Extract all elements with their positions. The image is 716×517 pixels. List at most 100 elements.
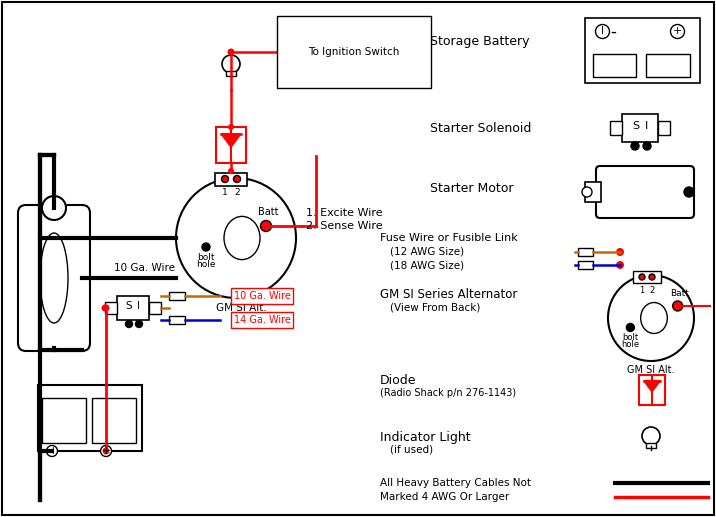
Polygon shape bbox=[644, 381, 660, 392]
Bar bbox=[646, 54, 690, 77]
Bar bbox=[578, 261, 593, 269]
Circle shape bbox=[672, 301, 682, 311]
Circle shape bbox=[631, 142, 639, 150]
Circle shape bbox=[228, 49, 235, 55]
Circle shape bbox=[261, 220, 271, 232]
Bar bbox=[593, 54, 636, 77]
Text: I: I bbox=[137, 301, 140, 311]
Circle shape bbox=[100, 446, 112, 457]
Text: Fuse Wire or Fusible Link: Fuse Wire or Fusible Link bbox=[380, 233, 518, 243]
Circle shape bbox=[616, 248, 624, 256]
Bar bbox=[169, 292, 185, 300]
Bar bbox=[216, 127, 246, 163]
Circle shape bbox=[228, 124, 234, 130]
Circle shape bbox=[102, 448, 110, 454]
Bar bbox=[226, 71, 236, 75]
FancyBboxPatch shape bbox=[596, 166, 694, 218]
Text: I: I bbox=[644, 121, 648, 131]
Circle shape bbox=[102, 305, 109, 312]
Text: Storage Battery: Storage Battery bbox=[430, 36, 530, 49]
Bar bbox=[633, 271, 661, 283]
Text: 1: 1 bbox=[639, 286, 644, 295]
Text: All Heavy Battery Cables Not: All Heavy Battery Cables Not bbox=[380, 478, 531, 488]
Circle shape bbox=[582, 187, 592, 197]
Circle shape bbox=[233, 175, 241, 183]
Circle shape bbox=[125, 321, 132, 327]
Bar bbox=[38, 385, 142, 451]
Ellipse shape bbox=[641, 302, 667, 333]
Bar bbox=[639, 375, 664, 405]
Text: Starter Motor: Starter Motor bbox=[430, 181, 513, 194]
Text: 1: 1 bbox=[222, 188, 228, 197]
Text: 2: 2 bbox=[234, 188, 240, 197]
Text: GM SI Alt.: GM SI Alt. bbox=[627, 365, 674, 375]
Circle shape bbox=[228, 168, 234, 174]
Text: Batt: Batt bbox=[258, 207, 279, 217]
Circle shape bbox=[642, 427, 660, 445]
Text: I: I bbox=[51, 447, 53, 455]
Text: +: + bbox=[673, 26, 682, 37]
Text: hole: hole bbox=[621, 341, 639, 349]
Bar bbox=[169, 316, 185, 324]
Bar bbox=[585, 182, 601, 202]
Circle shape bbox=[649, 274, 655, 280]
Text: 14 Ga. Wire: 14 Ga. Wire bbox=[233, 315, 291, 325]
Text: To Ignition Switch: To Ignition Switch bbox=[308, 47, 400, 57]
Text: (View From Back): (View From Back) bbox=[390, 303, 480, 313]
Circle shape bbox=[135, 321, 142, 327]
Circle shape bbox=[684, 187, 694, 197]
Bar bbox=[610, 121, 622, 135]
Text: +: + bbox=[102, 446, 110, 456]
Circle shape bbox=[202, 243, 210, 251]
Bar bbox=[149, 302, 161, 314]
Circle shape bbox=[670, 24, 684, 38]
Circle shape bbox=[596, 24, 609, 38]
Bar bbox=[215, 173, 247, 186]
Circle shape bbox=[47, 446, 57, 457]
Text: S: S bbox=[632, 121, 639, 131]
Bar bbox=[117, 296, 149, 320]
Text: -: - bbox=[610, 23, 616, 40]
Circle shape bbox=[639, 274, 645, 280]
Circle shape bbox=[222, 55, 240, 73]
Bar bbox=[622, 114, 658, 142]
Bar bbox=[646, 443, 656, 448]
Bar bbox=[578, 248, 593, 256]
Circle shape bbox=[616, 261, 624, 269]
Text: (12 AWG Size): (12 AWG Size) bbox=[390, 247, 464, 257]
Text: S: S bbox=[126, 301, 132, 311]
Text: GM SI Alt.: GM SI Alt. bbox=[216, 303, 266, 313]
Circle shape bbox=[176, 178, 296, 298]
Bar bbox=[92, 398, 136, 443]
Circle shape bbox=[42, 196, 66, 220]
Text: 10 Ga. Wire: 10 Ga. Wire bbox=[115, 263, 175, 273]
Text: bolt: bolt bbox=[622, 333, 639, 342]
Circle shape bbox=[608, 275, 694, 361]
Text: (Radio Shack p/n 276-1143): (Radio Shack p/n 276-1143) bbox=[380, 388, 516, 398]
Text: Batt: Batt bbox=[670, 289, 689, 298]
Bar bbox=[584, 18, 700, 83]
Text: I: I bbox=[601, 26, 604, 37]
Circle shape bbox=[102, 305, 110, 312]
Text: Marked 4 AWG Or Larger: Marked 4 AWG Or Larger bbox=[380, 492, 509, 502]
Text: 2: 2 bbox=[649, 286, 654, 295]
Polygon shape bbox=[221, 134, 241, 147]
Ellipse shape bbox=[224, 217, 260, 260]
Text: Starter Solenoid: Starter Solenoid bbox=[430, 121, 531, 134]
Bar bbox=[42, 398, 86, 443]
Circle shape bbox=[643, 142, 651, 150]
Bar bbox=[658, 121, 670, 135]
Text: Diode: Diode bbox=[380, 373, 417, 387]
Bar bbox=[105, 302, 117, 314]
Ellipse shape bbox=[40, 233, 68, 323]
Text: hole: hole bbox=[196, 260, 216, 269]
Circle shape bbox=[626, 324, 634, 331]
FancyBboxPatch shape bbox=[18, 205, 90, 351]
Text: 10 Ga. Wire: 10 Ga. Wire bbox=[233, 291, 291, 301]
Text: GM SI Series Alternator: GM SI Series Alternator bbox=[380, 288, 518, 301]
Text: 1. Excite Wire: 1. Excite Wire bbox=[306, 208, 382, 218]
Text: (18 AWG Size): (18 AWG Size) bbox=[390, 260, 464, 270]
Circle shape bbox=[221, 175, 228, 183]
Text: Indicator Light: Indicator Light bbox=[380, 432, 470, 445]
Text: bolt: bolt bbox=[197, 253, 215, 262]
